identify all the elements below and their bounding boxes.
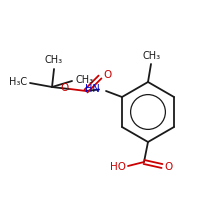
Text: O: O [103, 70, 111, 80]
Text: HO: HO [110, 162, 126, 172]
Text: CH₃: CH₃ [75, 75, 93, 85]
Text: HN: HN [85, 84, 100, 94]
Text: O: O [61, 83, 69, 93]
Text: CH₃: CH₃ [143, 51, 161, 61]
Text: CH₃: CH₃ [45, 55, 63, 65]
Text: H₃C: H₃C [9, 77, 27, 87]
Text: O: O [164, 162, 172, 172]
